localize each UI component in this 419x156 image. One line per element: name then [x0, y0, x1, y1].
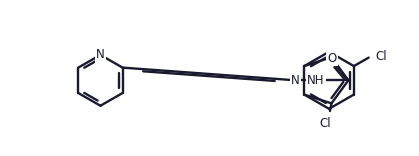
Text: N: N [96, 48, 105, 61]
Text: S: S [328, 51, 335, 64]
Text: Cl: Cl [319, 117, 331, 130]
Text: NH: NH [307, 74, 325, 87]
Text: O: O [327, 52, 337, 65]
Text: N: N [291, 74, 300, 87]
Text: Cl: Cl [375, 50, 387, 63]
